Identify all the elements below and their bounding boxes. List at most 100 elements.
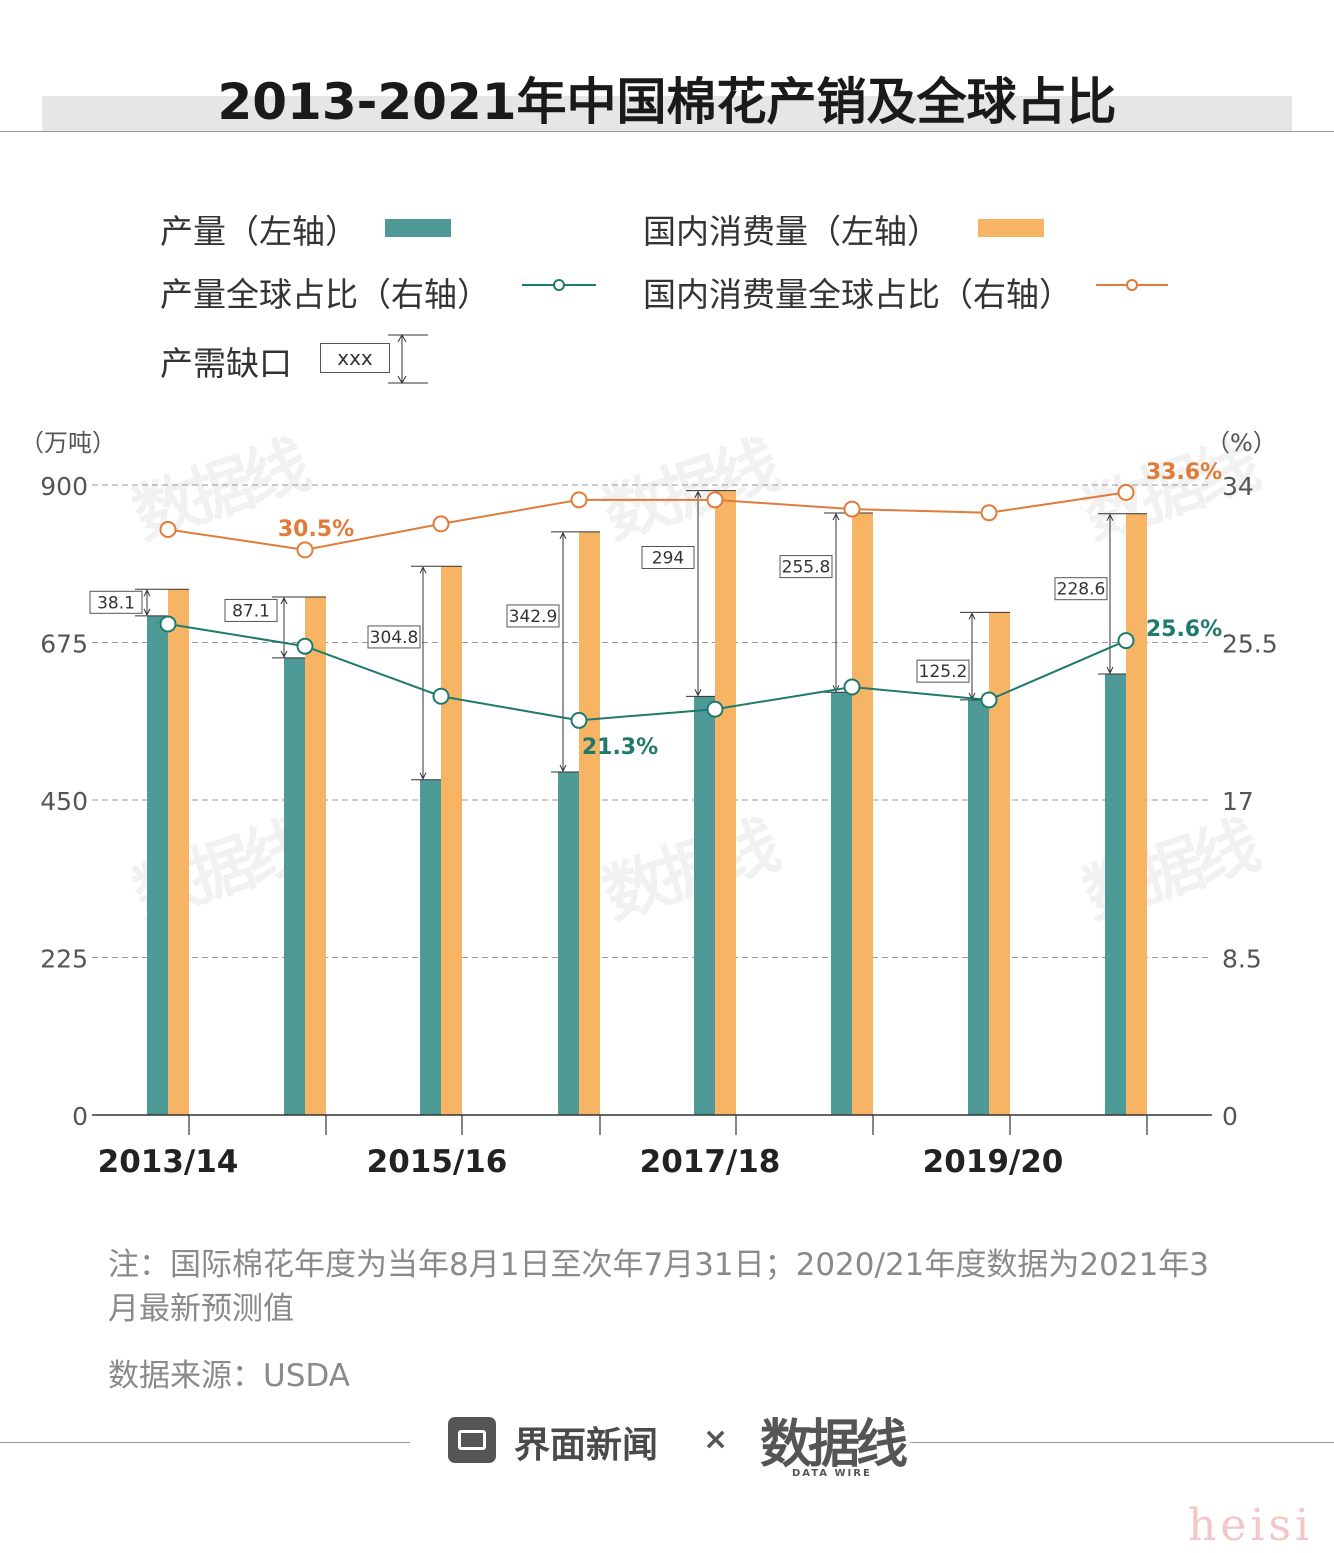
bar-consumption [305,597,326,1115]
gap-label-box [224,598,278,622]
production-share-line [167,622,1127,722]
consumption-share-marker [1117,483,1135,501]
consumption-share-marker [980,504,998,522]
consumption-share-marker [843,500,861,518]
y-right-tick-label: 8.5 [1222,945,1262,974]
gap-arrow-up [280,596,288,605]
legend-production-label: 产量（左轴） [160,212,358,251]
bar-consumption [441,566,462,1115]
legend-production-swatch [385,219,451,237]
x-tick-label: 2013/14 [98,1144,239,1180]
y-right-tick-label: 34 [1222,472,1254,501]
legend-gap-label: 产需缺口 [160,344,292,383]
gap-arrow-up [694,490,702,498]
bar-consumption [579,531,600,1115]
gap-label: 294 [652,549,684,569]
production-share-marker [296,637,314,655]
gap-label-box [89,590,143,614]
production-share-marker [432,687,450,705]
gap-label: 38.1 [97,593,135,613]
production-share-marker [159,615,177,633]
bar-production [420,779,441,1115]
bar-production [558,772,579,1115]
production-share-marker [980,691,998,709]
bar-production [1105,674,1126,1115]
bar-production [968,699,989,1115]
times-sign: × [703,1422,729,1457]
brand-jiemian: 界面新闻 [514,1425,659,1466]
legend-production-share-label: 产量全球占比（右轴） [160,275,490,314]
title-band [42,96,1292,131]
jiemian-logo-icon [448,1417,496,1463]
left-axis-unit: （万吨） [20,429,116,457]
brand-datawire: 数据线 [760,1415,908,1475]
consumption-share-marker [432,515,450,533]
corner-watermark: heisi [1188,1500,1314,1551]
production-share-marker [570,711,588,729]
legend-consumption-label: 国内消费量（左轴） [643,212,940,251]
legend-gap-bracket [388,333,428,385]
bar-production [694,696,715,1115]
gap-arrow-down [559,764,567,773]
y-left-tick-label: 0 [72,1102,88,1131]
gap-arrow-down [694,689,702,697]
gap-label: 255.8 [782,558,831,578]
gap-arrow-up [1106,513,1114,521]
legend-gap-sample: xxx [320,343,390,373]
y-left-tick-label: 225 [40,945,88,974]
gap-arrow-up [832,512,840,521]
consumption-share-marker [570,491,588,509]
consumption-share-marker [159,520,177,538]
y-left-tick-label: 675 [40,630,88,659]
bar-consumption [168,589,189,1115]
bar-production [831,692,852,1115]
x-tick-label: 2017/18 [640,1144,781,1180]
bar-consumption [715,490,736,1116]
gap-arrow-up [559,531,567,540]
gap-label: 304.8 [370,628,419,648]
x-tick-label: 2019/20 [923,1144,1064,1180]
x-tick-label: 2015/16 [367,1144,508,1180]
data-annotation: 21.3% [582,735,658,760]
bar-production [284,657,305,1115]
gap-label: 125.2 [919,662,968,682]
legend-consumption-share-label: 国内消费量全球占比（右轴） [643,275,1072,314]
legend-consumption-share-marker [1126,279,1138,291]
gap-arrow-down [280,650,288,659]
production-share-marker [1117,632,1135,650]
gap-arrow-up [419,566,427,574]
gap-label-box [641,546,695,569]
gap-arrow-down [832,684,840,693]
footnote: 注：国际棉花年度为当年8月1日至次年7月31日；2020/21年度数据为2021… [108,1247,1210,1327]
gap-arrow-down [143,608,151,617]
production-share-marker [706,700,724,718]
bar-consumption [1126,513,1147,1115]
data-annotation: 30.5% [278,517,354,542]
gap-label-box [779,555,833,579]
gap-label: 87.1 [232,601,270,621]
y-left-tick-label: 450 [40,787,88,816]
gap-arrow-up [143,589,151,597]
gap-arrow-up [968,612,976,620]
title-divider [0,131,1334,132]
consumption-share-marker [706,491,724,509]
y-right-tick-label: 0 [1222,1102,1238,1131]
gap-label-box [1054,577,1108,601]
gap-label-box [367,625,421,649]
gap-label-box [916,659,970,683]
consumption-share-marker [296,541,314,559]
bar-consumption [852,513,873,1115]
gap-arrow-down [419,772,427,780]
gap-label: 342.9 [509,607,558,627]
right-axis-unit: （%） [1206,429,1277,457]
data-annotation: 25.6% [1146,617,1222,642]
y-right-tick-label: 25.5 [1222,630,1278,659]
footer-divider-right [910,1442,1334,1443]
legend-production-share-marker [553,279,565,291]
y-left-tick-label: 900 [40,472,88,501]
brand-datawire-sub: DATA WIRE [792,1468,872,1479]
gap-label: 228.6 [1057,580,1106,600]
source: 数据来源：USDA [108,1358,350,1394]
chart-title: 2013-2021年中国棉花产销及全球占比 [217,73,1117,131]
